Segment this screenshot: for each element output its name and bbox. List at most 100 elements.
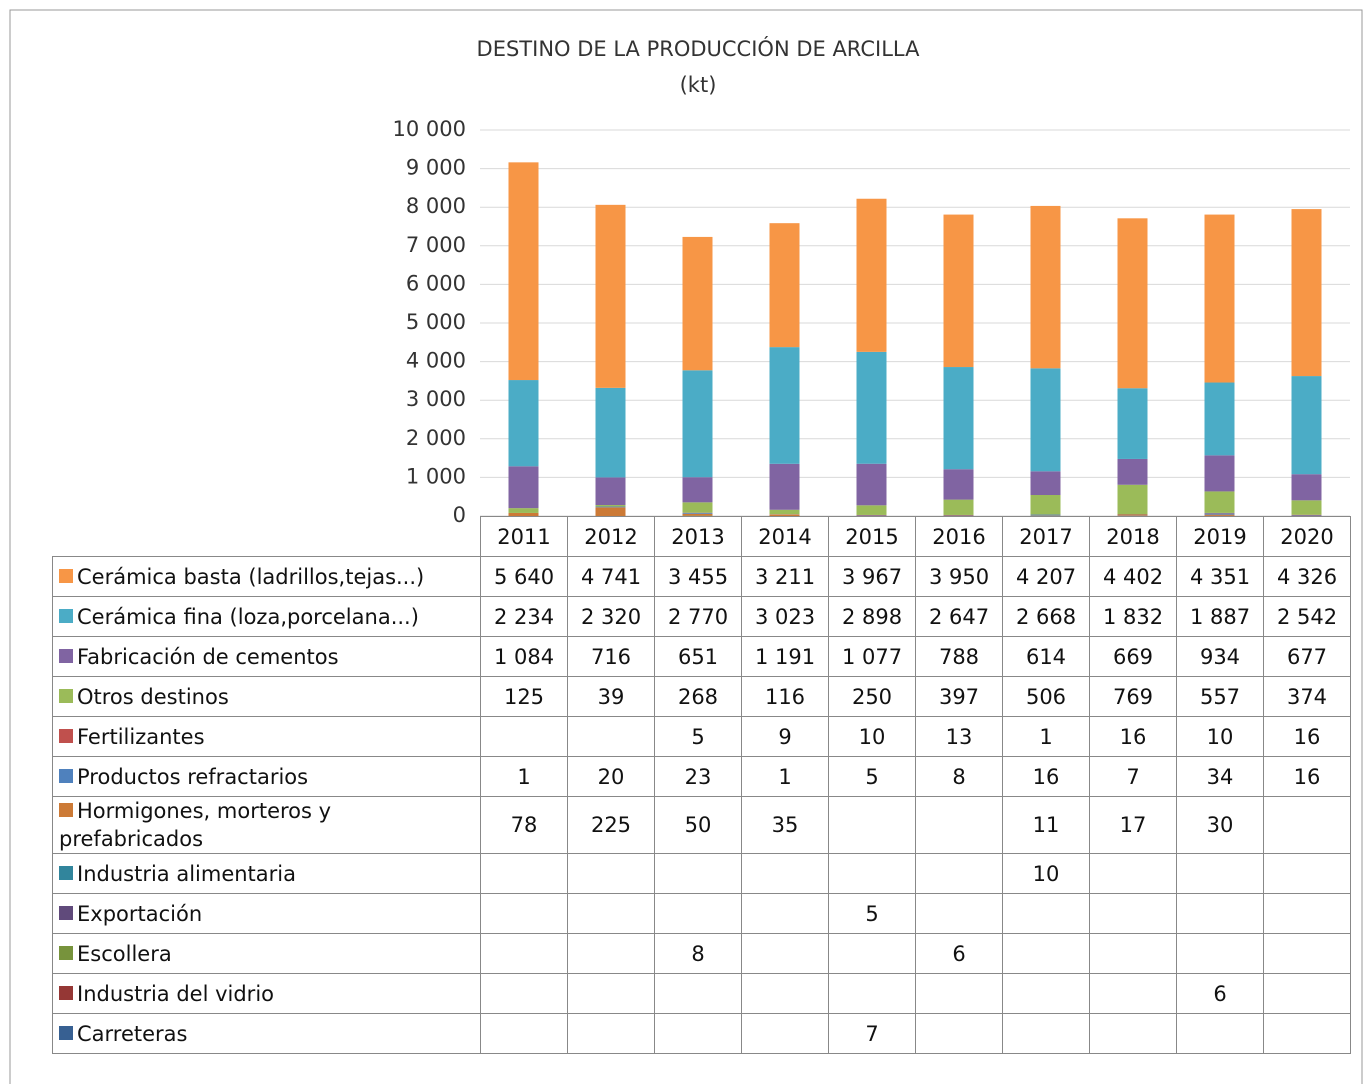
bar-segment [943, 469, 974, 500]
table-cell [915, 796, 1003, 854]
y-tick-label: 0 [453, 503, 466, 527]
table-cell [567, 1013, 655, 1054]
legend-swatch [59, 688, 73, 703]
table-cell [1176, 893, 1264, 934]
table-cell: 16 [1263, 756, 1351, 797]
table-cell: 7 [1089, 756, 1177, 797]
table-cell [480, 973, 568, 1014]
table-cell: 1 084 [480, 636, 568, 677]
bar-segment [508, 466, 539, 509]
table-cell [480, 853, 568, 894]
y-tick-label: 4 000 [406, 349, 466, 373]
table-cell: 1 [480, 756, 568, 797]
legend-label: Cerámica basta (ladrillos,tejas...) [77, 564, 425, 589]
table-cell [915, 853, 1003, 894]
table-cell [1089, 893, 1177, 934]
table-cell [567, 933, 655, 974]
bar-segment [682, 236, 713, 371]
bar-segment [1030, 471, 1061, 496]
corner-cell [53, 517, 481, 557]
table-cell [567, 716, 655, 757]
table-cell: 13 [915, 716, 1003, 757]
table-cell: 6 [915, 933, 1003, 974]
legend-swatch [59, 728, 73, 743]
table-cell: 3 023 [741, 596, 829, 637]
bar-segment [1291, 515, 1322, 516]
bar-segment [1291, 514, 1322, 516]
legend-swatch [59, 608, 73, 623]
bar-segment [1117, 458, 1148, 485]
table-row: Cerámica basta (ladrillos,tejas...) 5 640… [52, 556, 1351, 597]
table-cell: 250 [828, 676, 916, 717]
table-cell: 716 [567, 636, 655, 677]
table-cell: 20 [567, 756, 655, 797]
table-cell [567, 853, 655, 894]
table-cell: 39 [567, 676, 655, 717]
table-cell: 2 234 [480, 596, 568, 637]
table-cell [1176, 1013, 1264, 1054]
table-cell: 4 326 [1263, 556, 1351, 597]
bar-segment [1030, 495, 1061, 515]
y-tick-label: 7 000 [406, 233, 466, 257]
legend-swatch [59, 1025, 73, 1040]
bar-segment [1030, 514, 1061, 516]
table-cell: 1 [1002, 716, 1090, 757]
table-cell: 651 [654, 636, 742, 677]
legend-swatch [59, 768, 73, 783]
table-cell [1089, 933, 1177, 974]
table-cell: 934 [1176, 636, 1264, 677]
table-cell [567, 893, 655, 934]
table-cell [1002, 973, 1090, 1014]
table-cell: 1 [741, 756, 829, 797]
table-cell: 677 [1263, 636, 1351, 677]
table-cell [741, 893, 829, 934]
table-cell: 6 [1176, 973, 1264, 1014]
legend-label: Escollera [77, 941, 172, 966]
table-cell: 5 640 [480, 556, 568, 597]
legend-swatch [59, 945, 73, 960]
legend-cell: Industria alimentaria [52, 853, 481, 894]
legend-swatch [59, 568, 73, 583]
legend-cell: Escollera [52, 933, 481, 974]
table-cell [828, 933, 916, 974]
header-row: 2011 2012 2013 2014 2015 2016 2017 2018 2019 2020 [53, 516, 1351, 557]
table-cell [915, 1013, 1003, 1054]
x-tick-label: 2020 [1263, 516, 1351, 557]
legend-swatch [59, 803, 73, 817]
bar-segment [1204, 491, 1235, 513]
table-cell: 5 [828, 756, 916, 797]
x-tick-label: 2015 [828, 516, 916, 557]
table-cell [915, 893, 1003, 934]
table-cell: 5 [654, 716, 742, 757]
legend-label: Industria alimentaria [77, 861, 296, 886]
bar-segment [682, 477, 713, 503]
table-cell: 1 887 [1176, 596, 1264, 637]
data-table: 2011 2012 2013 2014 2015 2016 2017 2018 2019 2020… [52, 516, 1351, 1054]
bar-segment [1117, 484, 1148, 515]
table-cell: 8 [915, 756, 1003, 797]
table-row: Industria del vidrio 6 [52, 973, 1351, 1014]
table-cell: 17 [1089, 796, 1177, 854]
table-cell [1089, 1013, 1177, 1054]
table-cell [1263, 853, 1351, 894]
legend-label: Otros destinos [77, 684, 229, 709]
bar-segment [508, 512, 539, 516]
table-cell: 506 [1002, 676, 1090, 717]
legend-cell: Fabricación de cementos [52, 636, 481, 677]
table-cell [1263, 933, 1351, 974]
table-cell [1089, 973, 1177, 1014]
bar-segment [508, 380, 539, 467]
table-cell: 4 351 [1176, 556, 1264, 597]
table-cell: 2 668 [1002, 596, 1090, 637]
table-cell: 788 [915, 636, 1003, 677]
legend-label: Fabricación de cementos [77, 644, 339, 669]
table-cell [741, 973, 829, 1014]
legend-cell: Productos refractarios [52, 756, 481, 797]
table-cell [828, 973, 916, 1014]
table-cell: 4 402 [1089, 556, 1177, 597]
table-cell: 2 647 [915, 596, 1003, 637]
table-cell [480, 1013, 568, 1054]
bar-segment [943, 367, 974, 470]
table-cell [1263, 973, 1351, 1014]
